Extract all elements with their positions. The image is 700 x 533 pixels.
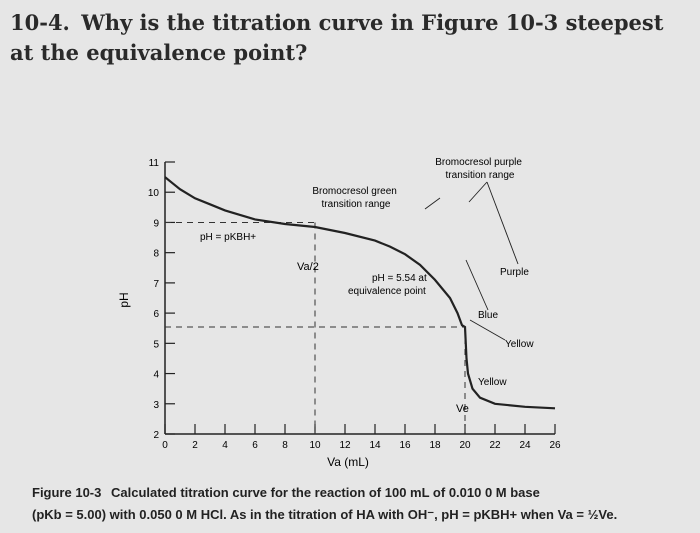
x-tick-label: 0 — [162, 440, 168, 451]
question-text: 10-4. Why is the titration curve in Figu… — [10, 8, 690, 68]
y-tick-label: 10 — [148, 188, 160, 199]
caption-line-1: Calculated titration curve for the react… — [110, 485, 540, 500]
x-tick-label: 14 — [369, 440, 381, 451]
half-point-label: Va/2 — [297, 261, 319, 273]
figure-container: 2 3 4 5 6 7 8 9 10 11 0 2 4 6 8 10 12 14 16 18 20 22 24 26 pH … — [0, 140, 700, 480]
purple-label: Purple — [500, 267, 529, 278]
ve-label: Ve — [456, 403, 469, 415]
x-tick-label: 26 — [549, 440, 561, 451]
x-ticks: 0 2 4 6 8 10 12 14 16 18 20 22 24 26 — [162, 424, 561, 451]
x-axis-label: Va (mL) — [327, 455, 369, 469]
green-range-pointer — [424, 197, 441, 210]
x-tick-label: 16 — [399, 440, 411, 451]
y-tick-label: 4 — [153, 370, 159, 381]
caption-line-2: (pKb = 5.00) with 0.050 0 M HCl. As in t… — [32, 507, 618, 522]
x-tick-label: 12 — [339, 440, 351, 451]
guide-lines — [165, 221, 466, 434]
ph-pk-label: pH = pKBH+ — [200, 232, 256, 243]
y-tick-label: 2 — [153, 430, 159, 441]
figure-caption: Figure 10-3 Calculated titration curve f… — [32, 482, 692, 526]
y-tick-label: 9 — [153, 218, 159, 229]
y-ticks: 2 3 4 5 6 7 8 9 10 11 — [148, 158, 175, 441]
y-tick-label: 7 — [153, 279, 159, 290]
y-tick-label: 3 — [153, 400, 159, 411]
yellow-label-2: Yellow — [478, 377, 507, 388]
bromocresol-purple-label: Bromocresol purple transition range — [435, 157, 525, 181]
x-tick-label: 20 — [459, 440, 471, 451]
purple-range-pointer-2 — [468, 181, 488, 203]
bromocresol-green-label: Bromocresol green transition range — [312, 186, 399, 210]
y-tick-label: 6 — [153, 309, 159, 320]
equivalence-label: pH = 5.54 at equivalence point — [348, 273, 430, 297]
yellow-label-1: Yellow — [505, 339, 534, 350]
x-tick-label: 18 — [429, 440, 441, 451]
y-axis-label: pH — [117, 292, 131, 307]
x-tick-label: 4 — [222, 440, 228, 451]
question-body: Why is the titration curve in Figure 10-… — [10, 10, 664, 65]
question-number: 10-4. — [10, 10, 70, 35]
x-tick-label: 24 — [519, 440, 531, 451]
blue-pointer — [465, 259, 489, 311]
y-tick-label: 5 — [153, 339, 159, 350]
x-tick-label: 8 — [282, 440, 288, 451]
titration-curve — [164, 176, 556, 410]
y-tick-label: 8 — [153, 249, 159, 260]
purple-range-pointer — [486, 181, 519, 265]
figure-label: Figure 10-3 — [32, 485, 102, 500]
x-tick-label: 6 — [252, 440, 258, 451]
x-tick-label: 10 — [309, 440, 321, 451]
x-tick-label: 2 — [192, 440, 198, 451]
yellow-pointer — [469, 319, 506, 341]
x-tick-label: 22 — [489, 440, 501, 451]
y-tick-label: 11 — [149, 158, 160, 169]
blue-label: Blue — [478, 310, 498, 321]
